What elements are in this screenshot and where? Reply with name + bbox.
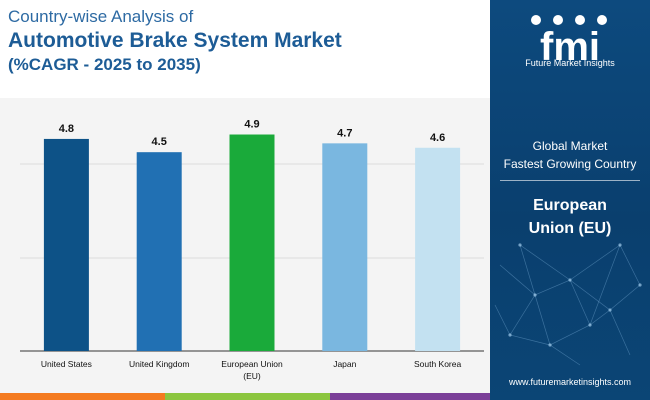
panel-divider	[500, 180, 640, 181]
value-label-5: 4.6	[430, 132, 445, 144]
country-line-2: Union (EU)	[528, 220, 612, 237]
brand-name: Future Market Insights	[525, 58, 615, 68]
bar-4	[322, 143, 368, 351]
panel-subtitle-1: Global Market	[532, 139, 608, 153]
bottom-bar-segment-green	[165, 393, 330, 400]
bar-2	[136, 152, 182, 351]
value-label-1: 4.8	[59, 123, 74, 135]
x-tick-label-3: European Union (EU)	[221, 359, 283, 381]
title-line-3: (%CAGR - 2025 to 2035)	[8, 55, 201, 74]
title-line-2: Automotive Brake System Market	[8, 29, 342, 52]
bar-5	[415, 147, 461, 351]
value-label-3: 4.9	[244, 119, 259, 131]
panel-subtitle-2: Fastest Growing Country	[503, 157, 637, 171]
x-tick-label-4: Japan	[333, 359, 356, 369]
side-panel: fmi Future Market Insights Global Market…	[490, 0, 650, 400]
chart-area: 4.8 United States 4.5 United Kingdom 4.9 Euro…	[0, 98, 490, 393]
website-url: www.futuremarketinsights.com	[508, 377, 632, 387]
x-tick-label-5: South Korea	[414, 359, 462, 369]
network-decoration	[494, 243, 642, 366]
chart-header: Country-wise Analysis of Automotive Brak…	[8, 6, 488, 76]
bar-1	[43, 138, 89, 351]
fmi-logo: fmi	[531, 15, 607, 69]
bottom-bar-segment-orange	[0, 393, 165, 400]
bar-3	[229, 134, 275, 351]
country-line-1: European	[533, 197, 607, 214]
value-label-4: 4.7	[337, 127, 352, 139]
value-label-2: 4.5	[152, 136, 167, 148]
x-tick-label-1: United States	[41, 359, 92, 369]
logo-letters: fmi	[540, 25, 600, 69]
x-tick-label-2: United Kingdom	[129, 359, 189, 369]
title-line-1: Country-wise Analysis of	[8, 7, 194, 26]
bar-chart: 4.8 United States 4.5 United Kingdom 4.9 Euro…	[20, 119, 484, 381]
fastest-growing-country: European Union (EU)	[490, 194, 650, 240]
bottom-bar-segment-purple	[330, 393, 490, 400]
